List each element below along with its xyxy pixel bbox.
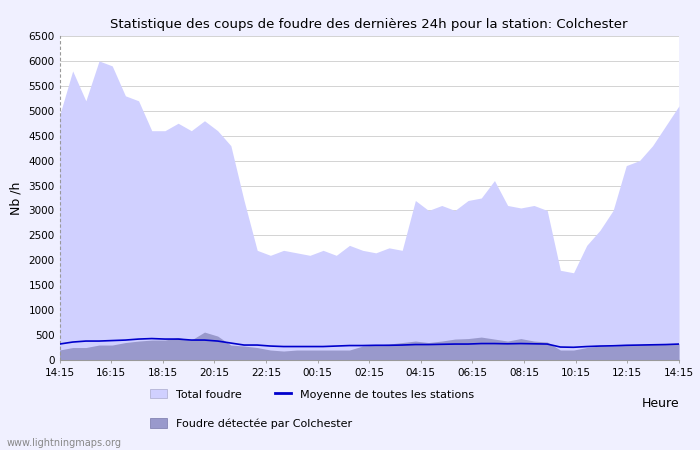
Title: Statistique des coups de foudre des dernières 24h pour la station: Colchester: Statistique des coups de foudre des dern…: [111, 18, 628, 31]
Legend: Foudre détectée par Colchester: Foudre détectée par Colchester: [146, 414, 356, 433]
Y-axis label: Nb /h: Nb /h: [10, 181, 23, 215]
Text: Heure: Heure: [641, 397, 679, 410]
Text: www.lightningmaps.org: www.lightningmaps.org: [7, 438, 122, 448]
Legend: Total foudre, Moyenne de toutes les stations: Total foudre, Moyenne de toutes les stat…: [146, 385, 479, 404]
